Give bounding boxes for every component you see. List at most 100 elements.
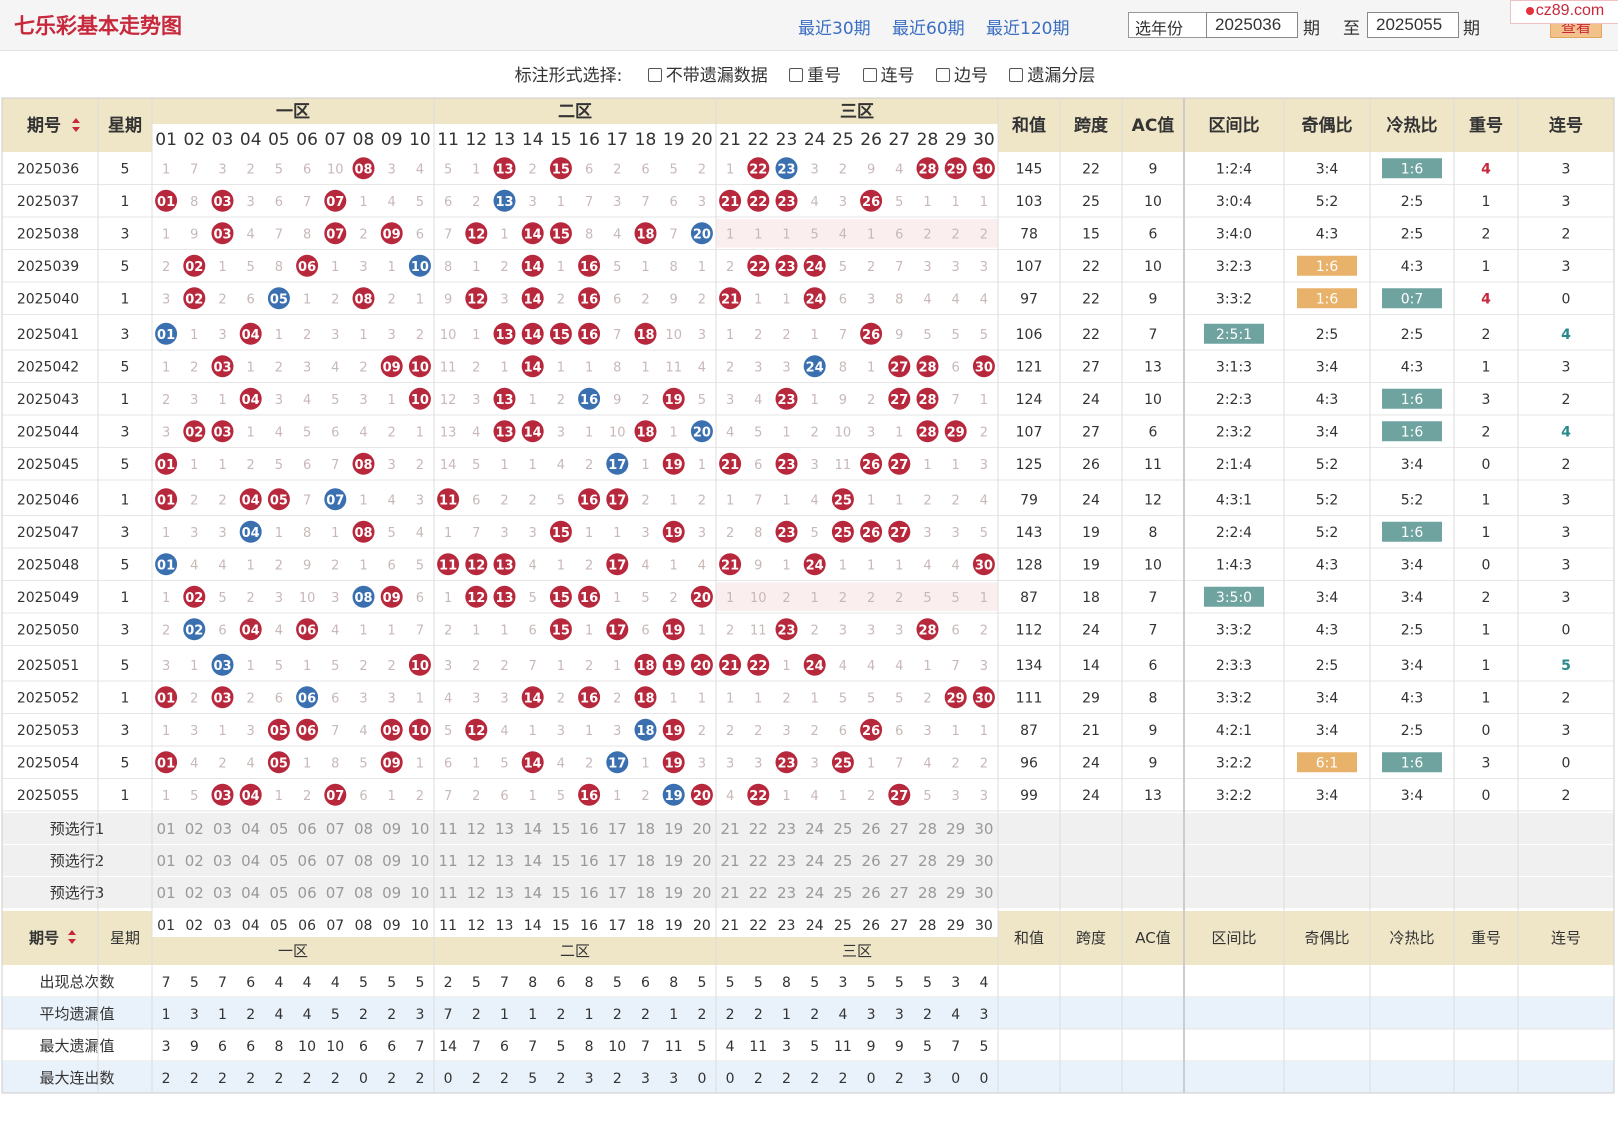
preselect-number[interactable]: 26 [862, 852, 881, 870]
preselect-number[interactable]: 22 [749, 820, 768, 838]
preselect-number[interactable]: 27 [890, 820, 909, 838]
preselect-number[interactable]: 09 [382, 884, 401, 902]
preselect-number[interactable]: 06 [298, 820, 317, 838]
preselect-number[interactable]: 07 [326, 852, 345, 870]
preselect-number[interactable]: 29 [946, 852, 965, 870]
preselect-number[interactable]: 19 [664, 820, 683, 838]
sort-up-icon[interactable] [72, 118, 80, 123]
preselect-number[interactable]: 09 [382, 852, 401, 870]
preselect-number[interactable]: 05 [269, 820, 288, 838]
option-no-miss[interactable]: 不带遗漏数据 [647, 66, 768, 86]
checkbox-edge[interactable] [935, 68, 950, 82]
preselect-number[interactable]: 23 [777, 852, 796, 870]
preselect-number[interactable]: 16 [580, 820, 599, 838]
preselect-number[interactable]: 28 [918, 820, 937, 838]
preselect-number[interactable]: 06 [298, 852, 317, 870]
recent-120-link[interactable]: 最近120期 [986, 19, 1070, 39]
preselect-number[interactable]: 28 [918, 852, 937, 870]
preselect-number[interactable]: 01 [157, 884, 176, 902]
preselect-number[interactable]: 24 [805, 884, 824, 902]
checkbox-consec[interactable] [862, 68, 877, 82]
preselect-number[interactable]: 14 [523, 852, 542, 870]
preselect-number[interactable]: 10 [410, 852, 429, 870]
preselect-number[interactable]: 04 [241, 852, 260, 870]
preselect-number[interactable]: 05 [269, 852, 288, 870]
preselect-number[interactable]: 15 [551, 884, 570, 902]
preselect-number[interactable]: 04 [241, 820, 260, 838]
preselect-number[interactable]: 03 [213, 852, 232, 870]
preselect-number[interactable]: 21 [721, 852, 740, 870]
preselect-number[interactable]: 11 [439, 852, 458, 870]
preselect-number[interactable]: 02 [185, 820, 204, 838]
preselect-number[interactable]: 08 [354, 852, 373, 870]
preselect-number[interactable]: 15 [551, 852, 570, 870]
preselect-number[interactable]: 12 [467, 884, 486, 902]
preselect-number[interactable]: 13 [495, 820, 514, 838]
preselect-number[interactable]: 23 [777, 820, 796, 838]
option-miss-layer[interactable]: 遗漏分层 [1009, 66, 1095, 86]
preselect-number[interactable]: 08 [354, 884, 373, 902]
sort-up-icon[interactable] [68, 930, 76, 935]
preselect-number[interactable]: 15 [551, 820, 570, 838]
preselect-number[interactable]: 17 [608, 820, 627, 838]
preselect-number[interactable]: 07 [326, 820, 345, 838]
preselect-number[interactable]: 04 [241, 884, 260, 902]
preselect-number[interactable]: 30 [974, 820, 993, 838]
preselect-number[interactable]: 13 [495, 852, 514, 870]
preselect-number[interactable]: 21 [721, 820, 740, 838]
preselect-number[interactable]: 03 [213, 820, 232, 838]
checkbox-miss-layer[interactable] [1009, 68, 1024, 82]
preselect-number[interactable]: 24 [805, 820, 824, 838]
preselect-number[interactable]: 22 [749, 852, 768, 870]
preselect-number[interactable]: 11 [439, 884, 458, 902]
preselect-number[interactable]: 14 [523, 820, 542, 838]
preselect-number[interactable]: 11 [439, 820, 458, 838]
from-period-input[interactable]: 2025036 [1206, 12, 1298, 38]
preselect-number[interactable]: 23 [777, 884, 796, 902]
preselect-number[interactable]: 17 [608, 884, 627, 902]
preselect-number[interactable]: 30 [974, 884, 993, 902]
preselect-number[interactable]: 25 [833, 852, 852, 870]
preselect-number[interactable]: 02 [185, 884, 204, 902]
preselect-number[interactable]: 20 [692, 820, 711, 838]
preselect-number[interactable]: 29 [946, 884, 965, 902]
preselect-number[interactable]: 13 [495, 884, 514, 902]
preselect-number[interactable]: 08 [354, 820, 373, 838]
preselect-number[interactable]: 10 [410, 820, 429, 838]
preselect-number[interactable]: 21 [721, 884, 740, 902]
preselect-number[interactable]: 26 [862, 820, 881, 838]
preselect-number[interactable]: 01 [157, 852, 176, 870]
to-period-input[interactable]: 2025055 [1367, 12, 1459, 38]
preselect-number[interactable]: 27 [890, 852, 909, 870]
checkbox-repeat[interactable] [789, 68, 804, 82]
preselect-number[interactable]: 18 [636, 820, 655, 838]
preselect-number[interactable]: 12 [467, 852, 486, 870]
preselect-number[interactable]: 17 [608, 852, 627, 870]
preselect-number[interactable]: 03 [213, 884, 232, 902]
preselect-number[interactable]: 16 [580, 884, 599, 902]
preselect-number[interactable]: 27 [890, 884, 909, 902]
preselect-number[interactable]: 06 [298, 884, 317, 902]
option-consec[interactable]: 连号 [862, 66, 915, 86]
preselect-number[interactable]: 12 [467, 820, 486, 838]
sort-down-icon[interactable] [68, 939, 76, 944]
preselect-number[interactable]: 18 [636, 884, 655, 902]
preselect-number[interactable]: 28 [918, 884, 937, 902]
preselect-number[interactable]: 16 [580, 852, 599, 870]
preselect-number[interactable]: 01 [157, 820, 176, 838]
recent-60-link[interactable]: 最近60期 [892, 19, 965, 39]
checkbox-no-miss[interactable] [647, 68, 662, 82]
preselect-number[interactable]: 19 [664, 852, 683, 870]
preselect-number[interactable]: 25 [833, 820, 852, 838]
preselect-number[interactable]: 26 [862, 884, 881, 902]
sort-down-icon[interactable] [72, 127, 80, 132]
preselect-number[interactable]: 20 [692, 884, 711, 902]
preselect-number[interactable]: 02 [185, 852, 204, 870]
preselect-number[interactable]: 14 [523, 884, 542, 902]
preselect-number[interactable]: 18 [636, 852, 655, 870]
preselect-number[interactable]: 29 [946, 820, 965, 838]
preselect-number[interactable]: 07 [326, 884, 345, 902]
preselect-number[interactable]: 19 [664, 884, 683, 902]
preselect-number[interactable]: 25 [833, 884, 852, 902]
preselect-number[interactable]: 30 [974, 852, 993, 870]
